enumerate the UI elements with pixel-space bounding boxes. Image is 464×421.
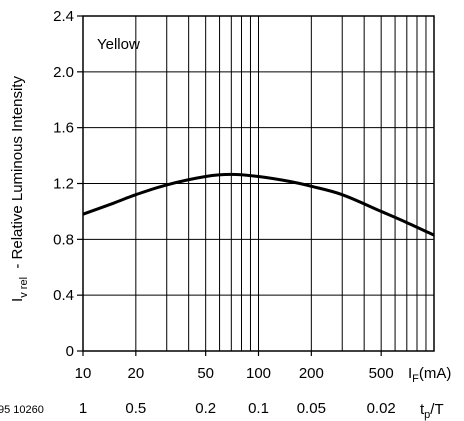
secondary-x-tick-label: 0.5	[125, 400, 146, 417]
grid-lines	[83, 16, 434, 351]
x-tick-labels: 10 20 50 100 200 500	[75, 365, 394, 382]
secondary-x-axis-title: tp/T	[420, 401, 444, 421]
x-tick-label: 200	[299, 365, 324, 382]
y-tick-label: 2.0	[53, 64, 74, 81]
y-tick-label: 0	[66, 343, 74, 360]
series-annotation: Yellow	[97, 36, 140, 53]
x-tick-label: 100	[246, 365, 271, 382]
y-axis-title-sub: v rel	[18, 277, 30, 298]
y-tick-labels: 0 0.4 0.8 1.2 1.6 2.0 2.4	[53, 8, 74, 360]
figure-code: 95 10260	[0, 404, 44, 416]
secondary-x-tick-label: 0.02	[367, 400, 396, 417]
y-tick-label: 1.6	[53, 120, 74, 137]
y-axis-title-main: I	[9, 298, 26, 302]
y-tick-label: 1.2	[53, 176, 74, 193]
y-tick-label: 2.4	[53, 8, 74, 25]
x-axis-title: IF(mA)	[408, 365, 451, 385]
secondary-x-tick-label: 0.1	[248, 400, 269, 417]
axes	[77, 15, 435, 356]
secondary-x-tick-label: 1	[79, 400, 87, 417]
x-axis-title-rest: (mA)	[419, 365, 452, 382]
x-axis-title-main: I	[408, 365, 412, 382]
x-tick-label: 20	[127, 365, 144, 382]
secondary-x-tick-label: 0.05	[297, 400, 326, 417]
y-tick-label: 0.8	[53, 231, 74, 248]
x-tick-label: 500	[369, 365, 394, 382]
secondary-x-axis-title-main: t	[420, 401, 425, 418]
x-axis-title-sub: F	[412, 373, 419, 385]
y-axis-title-rest: - Relative Luminous Intensity	[9, 76, 26, 277]
series-layer	[82, 172, 435, 237]
x-tick-label: 50	[197, 365, 214, 382]
y-axis-title: Iv rel - Relative Luminous Intensity	[9, 76, 30, 302]
y-tick-label: 0.4	[53, 287, 74, 304]
secondary-x-tick-label: 0.2	[195, 400, 216, 417]
x-tick-label: 10	[75, 365, 92, 382]
series-line	[82, 172, 435, 237]
secondary-x-axis-title-rest: /T	[430, 401, 443, 418]
secondary-x-axis-title-sub: p	[424, 409, 430, 421]
secondary-x-tick-labels: 1 0.5 0.2 0.1 0.05 0.02	[79, 400, 396, 417]
